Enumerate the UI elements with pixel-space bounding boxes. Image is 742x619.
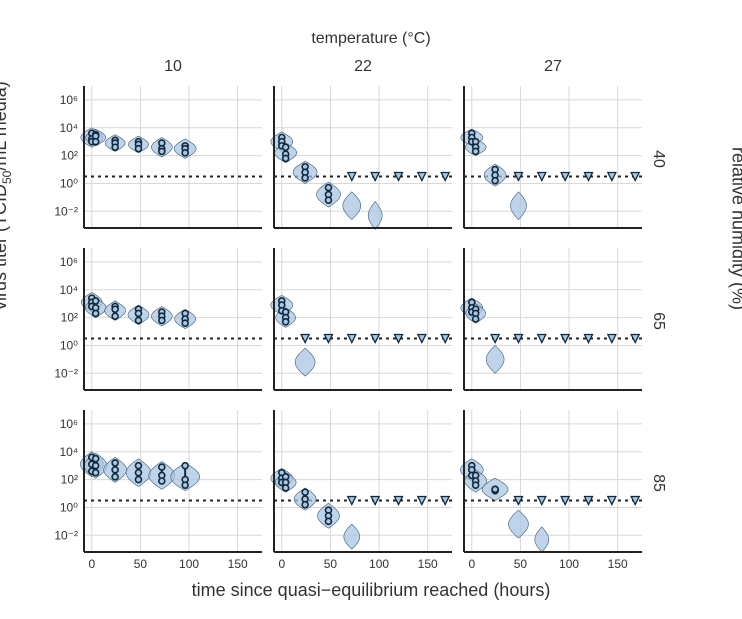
svg-text:0: 0 bbox=[468, 557, 475, 571]
x-axis-title: time since quasi−equilibrium reached (ho… bbox=[0, 580, 742, 601]
svg-text:10⁻²: 10⁻² bbox=[54, 366, 78, 380]
panel-r1c2 bbox=[464, 248, 642, 390]
svg-text:150: 150 bbox=[418, 557, 438, 571]
svg-text:100: 100 bbox=[369, 557, 389, 571]
right-axis-title: relative humidity (%) bbox=[728, 146, 742, 309]
svg-text:10²: 10² bbox=[61, 311, 78, 325]
svg-text:10⁶: 10⁶ bbox=[60, 255, 78, 269]
panel-r2c2: 050100150 bbox=[464, 410, 642, 552]
col-strip-22: 22 bbox=[274, 58, 452, 76]
col-strip-10: 10 bbox=[84, 58, 262, 76]
svg-text:50: 50 bbox=[134, 557, 148, 571]
panel-r2c0: 10⁻²10⁰10²10⁴10⁶050100150 bbox=[84, 410, 262, 552]
svg-text:150: 150 bbox=[228, 557, 248, 571]
panel-r0c1 bbox=[274, 86, 452, 228]
panel-r1c0: 10⁻²10⁰10²10⁴10⁶ bbox=[84, 248, 262, 390]
svg-text:10⁰: 10⁰ bbox=[60, 176, 78, 190]
svg-text:50: 50 bbox=[324, 557, 338, 571]
svg-text:10⁴: 10⁴ bbox=[59, 283, 78, 297]
svg-text:10²: 10² bbox=[61, 473, 78, 487]
panel-r0c0: 10⁻²10⁰10²10⁴10⁶ bbox=[84, 86, 262, 228]
row-strip-40: 40 bbox=[649, 149, 667, 169]
svg-text:10⁻²: 10⁻² bbox=[54, 204, 78, 218]
panel-r0c2 bbox=[464, 86, 642, 228]
panel-r1c1 bbox=[274, 248, 452, 390]
facet-grid-chart: { "layout": { "image_w": 742, "image_h":… bbox=[0, 0, 742, 619]
svg-text:10⁶: 10⁶ bbox=[60, 93, 78, 107]
facet-columns-title: temperature (°C) bbox=[0, 30, 742, 48]
svg-text:10⁰: 10⁰ bbox=[60, 338, 78, 352]
svg-text:0: 0 bbox=[278, 557, 285, 571]
col-strip-27: 27 bbox=[464, 58, 642, 76]
svg-text:50: 50 bbox=[514, 557, 528, 571]
svg-text:10⁰: 10⁰ bbox=[60, 500, 78, 514]
svg-text:10²: 10² bbox=[61, 149, 78, 163]
svg-text:100: 100 bbox=[179, 557, 199, 571]
svg-text:10⁻²: 10⁻² bbox=[54, 528, 78, 542]
row-strip-65: 65 bbox=[649, 311, 667, 331]
svg-text:100: 100 bbox=[559, 557, 579, 571]
svg-text:10⁶: 10⁶ bbox=[60, 417, 78, 431]
panel-r2c1: 050100150 bbox=[274, 410, 452, 552]
svg-text:0: 0 bbox=[88, 557, 95, 571]
svg-text:150: 150 bbox=[608, 557, 628, 571]
y-axis-title: virus titer (TCID50/mL media) bbox=[0, 81, 14, 310]
row-strip-85: 85 bbox=[649, 473, 667, 493]
svg-text:10⁴: 10⁴ bbox=[59, 445, 78, 459]
svg-text:10⁴: 10⁴ bbox=[59, 121, 78, 135]
